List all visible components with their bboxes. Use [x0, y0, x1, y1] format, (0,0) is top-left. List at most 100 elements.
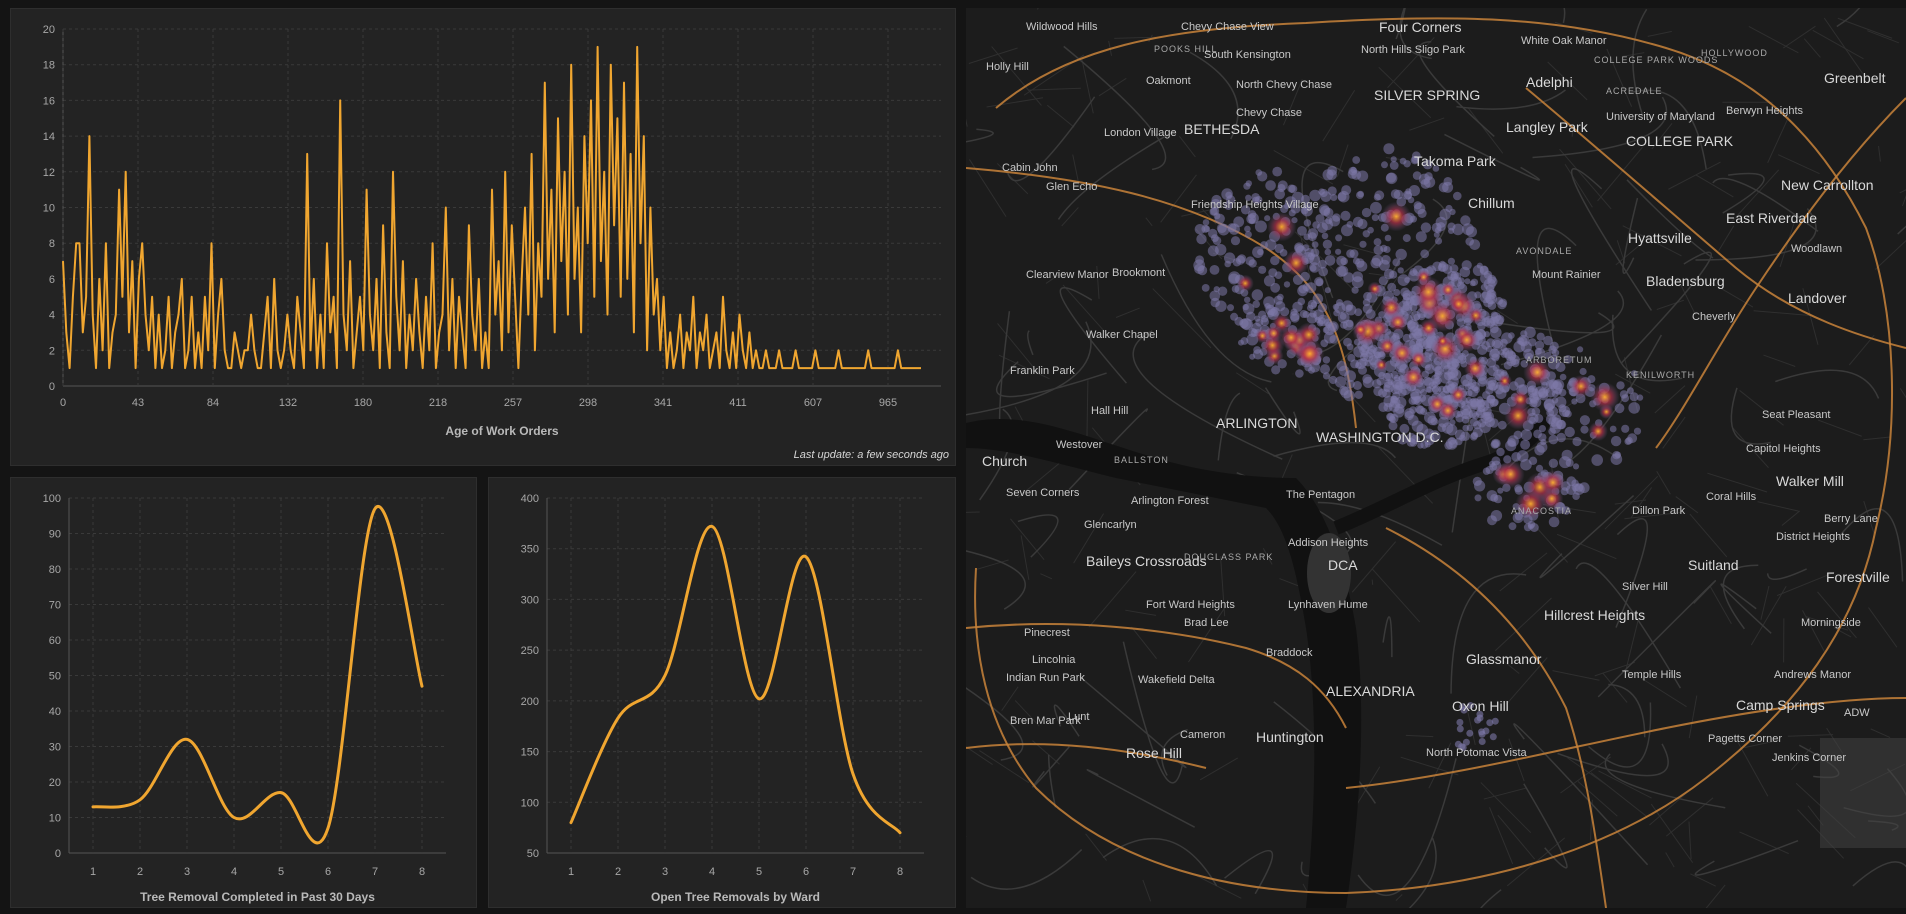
map-place-label: Takoma Park: [1414, 153, 1497, 169]
y-tick-label: 20: [43, 24, 55, 36]
x-axis-title: Open Tree Removals by Ward: [651, 890, 820, 904]
map-place-label: The Pentagon: [1286, 489, 1355, 501]
map-place-label: Franklin Park: [1010, 365, 1075, 377]
map-place-label: Glencarlyn: [1084, 519, 1137, 531]
dc-heatmap[interactable]: Wildwood Hills Chevy Chase View Four Corne…: [966, 8, 1906, 908]
x-tick-label: 5: [756, 866, 762, 878]
map-place-label: Morningside: [1801, 617, 1861, 629]
work-order-age-chart: 0 2 4 6 8 10 12 14 16 18 20 0 43 84 132 180 218 257 298 341…: [43, 24, 941, 438]
map-place-label: SILVER SPRING: [1374, 87, 1480, 103]
y-tick-label: 8: [49, 238, 55, 250]
map-place-label: Fort Ward Heights: [1146, 599, 1235, 611]
map-place-label: HOLLYWOOD: [1701, 48, 1768, 58]
map-place-label: London Village: [1104, 127, 1177, 139]
map-place-label: BALLSTON: [1114, 455, 1169, 465]
map-place-label: COLLEGE PARK: [1626, 133, 1734, 149]
x-tick-label: 8: [419, 866, 425, 878]
x-tick-label: 43: [132, 397, 144, 409]
x-tick-label: 411: [729, 397, 747, 409]
y-tick-label: 60: [49, 635, 61, 647]
x-tick-label: 4: [709, 866, 715, 878]
y-tick-label: 150: [521, 747, 539, 759]
map-place-label: Chillum: [1468, 195, 1515, 211]
y-tick-label: 100: [521, 797, 539, 809]
y-tick-label: 14: [43, 131, 55, 143]
map-place-label: Forestville: [1826, 569, 1890, 585]
map-place-label: Lunt: [1068, 711, 1089, 723]
map-place-label: Hyattsville: [1628, 230, 1692, 246]
y-tick-label: 12: [43, 167, 55, 179]
map-place-label: White Oak Manor: [1521, 35, 1607, 47]
map-place-label: Berwyn Heights: [1726, 105, 1804, 117]
map-place-label: East Riverdale: [1726, 210, 1817, 226]
tree-removal-completed-panel: 0 10 20 30 40 50 60 70 80 90 100 1 2 3 4 5 6 7 8 Tree Remov…: [10, 477, 477, 908]
map-view[interactable]: Wildwood Hills Chevy Chase View Four Corne…: [966, 8, 1906, 908]
y-tick-label: 2: [49, 345, 55, 357]
x-axis-title: Tree Removal Completed in Past 30 Days: [140, 890, 375, 904]
map-place-label: Wakefield Delta: [1138, 674, 1216, 686]
x-tick-label: 3: [662, 866, 668, 878]
map-place-label: BETHESDA: [1184, 121, 1260, 137]
y-tick-label: 300: [521, 594, 539, 606]
x-tick-label: 132: [279, 397, 297, 409]
x-tick-label: 3: [184, 866, 190, 878]
y-tick-label: 200: [521, 696, 539, 708]
map-place-label: Westover: [1056, 439, 1103, 451]
map-place-label: Temple Hills: [1622, 669, 1682, 681]
map-place-label: ARBORETUM: [1526, 355, 1593, 365]
x-tick-label: 7: [850, 866, 856, 878]
map-place-label: Bladensburg: [1646, 273, 1725, 289]
map-place-label: Landover: [1788, 290, 1847, 306]
map-place-label: DCA: [1328, 557, 1358, 573]
map-place-label: Walker Mill: [1776, 473, 1844, 489]
work-order-age-chart-panel: 0 2 4 6 8 10 12 14 16 18 20 0 43 84 132 180 218 257 298 341…: [10, 8, 956, 466]
map-place-label: ALEXANDRIA: [1326, 683, 1415, 699]
map-place-label: Brookmont: [1112, 267, 1165, 279]
y-tick-label: 30: [49, 742, 61, 754]
y-tick-label: 16: [43, 95, 55, 107]
map-place-label: Glassmanor: [1466, 651, 1542, 667]
y-tick-label: 6: [49, 274, 55, 286]
x-tick-label: 965: [879, 397, 897, 409]
map-place-label: University of Maryland: [1606, 111, 1715, 123]
map-place-label: Rose Hill: [1126, 745, 1182, 761]
map-place-label: Addison Heights: [1288, 537, 1369, 549]
map-place-label: Cheverly: [1692, 311, 1736, 323]
map-place-label: Arlington Forest: [1131, 495, 1209, 507]
map-place-label: South Kensington: [1204, 49, 1291, 61]
map-place-label: Chevy Chase View: [1181, 21, 1274, 33]
x-tick-label: 4: [231, 866, 237, 878]
x-tick-label: 8: [897, 866, 903, 878]
map-place-label: Baileys Crossroads: [1086, 553, 1207, 569]
x-tick-label: 257: [504, 397, 522, 409]
x-tick-label: 607: [804, 397, 822, 409]
map-place-label: Coral Hills: [1706, 491, 1757, 503]
map-place-label: COLLEGE PARK WOODS: [1594, 55, 1718, 65]
map-labels: Wildwood Hills Chevy Chase View Four Corne…: [982, 19, 1890, 764]
map-place-label: Bren Mar Park: [1010, 715, 1081, 727]
completed-series-line: [91, 504, 424, 845]
x-tick-label: 1: [568, 866, 574, 878]
map-place-label: North Hills Sligo Park: [1361, 44, 1465, 56]
y-tick-label: 100: [43, 493, 61, 505]
map-place-label: Andrews Manor: [1774, 669, 1851, 681]
y-tick-label: 50: [527, 848, 539, 860]
y-tick-label: 70: [49, 600, 61, 612]
age-series-line: [62, 45, 921, 370]
map-place-label: Cabin John: [1002, 162, 1058, 174]
x-tick-label: 6: [325, 866, 331, 878]
map-place-label: Lynhaven Hume: [1288, 599, 1368, 611]
map-place-label: Greenbelt: [1824, 70, 1886, 86]
x-tick-label: 218: [429, 397, 447, 409]
map-place-label: ARLINGTON: [1216, 415, 1297, 431]
x-tick-label: 0: [60, 397, 66, 409]
x-tick-label: 341: [654, 397, 672, 409]
map-place-label: Wildwood Hills: [1026, 21, 1098, 33]
y-tick-label: 90: [49, 529, 61, 541]
y-tick-label: 10: [49, 813, 61, 825]
map-place-label: Church: [982, 453, 1027, 469]
map-place-label: ADW: [1844, 707, 1870, 719]
map-place-label: WASHINGTON D.C.: [1316, 429, 1444, 445]
map-place-label: Oakmont: [1146, 75, 1191, 87]
map-place-label: ANACOSTIA: [1511, 506, 1572, 516]
